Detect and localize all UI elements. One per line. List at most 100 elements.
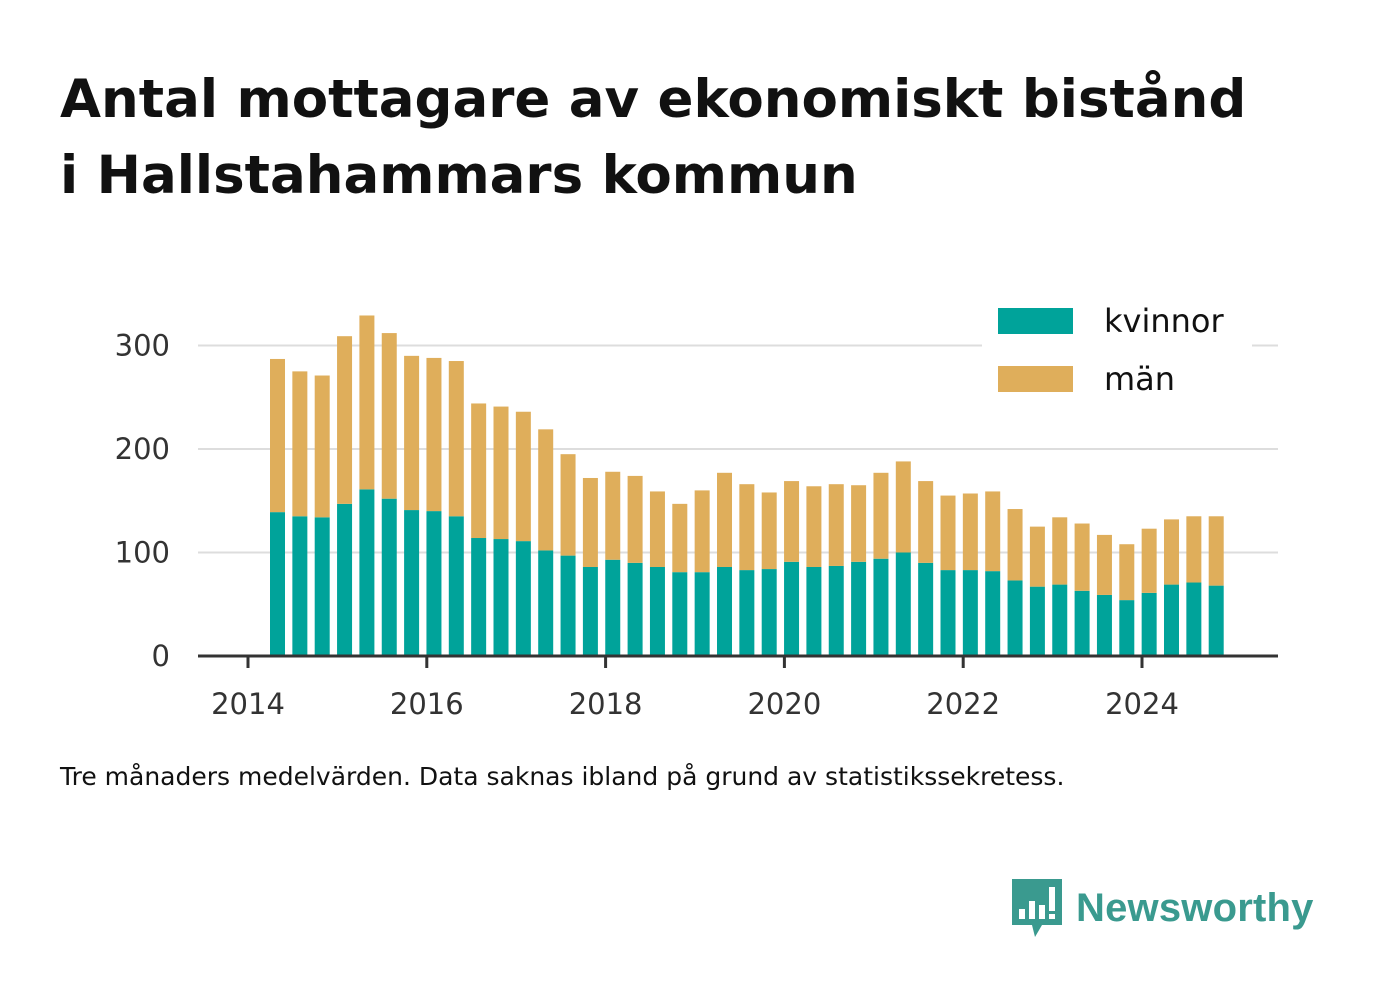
bar-man — [717, 472, 733, 567]
bar-kvinnor — [1119, 600, 1135, 656]
bar-kvinnor — [1007, 580, 1023, 656]
y-tick-label: 100 — [115, 536, 170, 570]
chart-title-line-1: Antal mottagare av ekonomiskt bistånd — [60, 69, 1247, 130]
bar-kvinnor — [761, 569, 777, 656]
bar-man — [694, 490, 710, 573]
bar-kvinnor — [381, 498, 397, 656]
x-tick-label: 2016 — [390, 687, 464, 721]
bar-kvinnor — [806, 566, 822, 656]
bar-man — [739, 484, 755, 571]
bar-kvinnor — [471, 538, 487, 656]
bar-kvinnor — [515, 541, 531, 656]
bar-chart-speech-bubble-icon — [1012, 879, 1062, 937]
bar-man — [560, 454, 576, 556]
x-tick-label: 2020 — [747, 687, 821, 721]
brand-name: Newsworthy — [1076, 885, 1314, 930]
bar-kvinnor — [1096, 594, 1112, 656]
bar-kvinnor — [314, 517, 330, 656]
bar-kvinnor — [1029, 586, 1045, 656]
bars — [270, 315, 1224, 656]
bar-kvinnor — [1052, 584, 1068, 656]
bar-man — [1096, 534, 1112, 595]
bar-man — [493, 406, 509, 540]
x-tick-label: 2018 — [569, 687, 643, 721]
bar-man — [649, 491, 665, 567]
bar-kvinnor — [493, 539, 509, 656]
bar-man — [828, 484, 844, 566]
bar-kvinnor — [426, 511, 442, 656]
bar-man — [873, 472, 889, 559]
bar-man — [784, 481, 800, 562]
y-tick-label: 0 — [152, 639, 170, 673]
y-tick-label: 200 — [115, 432, 170, 466]
bar-man — [1007, 509, 1023, 581]
axes: 0 100 200 300 2014 2016 2018 2020 2022 2024 — [115, 329, 1278, 721]
legend-label: kvinnor — [1104, 302, 1225, 340]
bar-kvinnor — [1141, 592, 1157, 656]
bar-man — [918, 481, 934, 563]
x-tick-label: 2024 — [1105, 687, 1179, 721]
bar-kvinnor — [1074, 590, 1090, 656]
bar-kvinnor — [337, 503, 353, 656]
bar-man — [314, 375, 330, 518]
bar-man — [471, 403, 487, 539]
bar-man — [1074, 523, 1090, 591]
bar-man — [1141, 528, 1157, 593]
bar-man — [381, 333, 397, 499]
bar-kvinnor — [739, 570, 755, 656]
bar-kvinnor — [851, 561, 867, 656]
bar-kvinnor — [828, 565, 844, 656]
legend: kvinnor män — [982, 292, 1252, 406]
bar-man — [582, 477, 598, 567]
chart-title: Antal mottagare av ekonomiskt bistånd i … — [60, 62, 1350, 214]
bar-man — [895, 461, 911, 553]
brand-logo: Newsworthy — [1010, 876, 1314, 940]
x-tick-label: 2022 — [926, 687, 1000, 721]
bar-kvinnor — [359, 489, 375, 656]
bar-kvinnor — [292, 516, 308, 656]
bar-man — [985, 491, 1001, 572]
legend-label: män — [1104, 360, 1175, 398]
legend-swatch — [998, 366, 1073, 392]
bar-kvinnor — [605, 559, 621, 656]
bar-man — [426, 357, 442, 512]
bar-kvinnor — [873, 558, 889, 656]
bar-kvinnor — [538, 550, 554, 656]
bar-man — [1164, 519, 1180, 585]
bar-man — [337, 336, 353, 504]
bar-kvinnor — [1208, 585, 1224, 656]
bar-man — [962, 493, 978, 571]
bar-man — [806, 486, 822, 567]
bar-kvinnor — [404, 510, 420, 656]
bar-man — [515, 411, 531, 542]
bar-kvinnor — [627, 562, 643, 656]
bar-kvinnor — [649, 566, 665, 656]
bar-man — [448, 361, 464, 517]
bar-kvinnor — [672, 572, 688, 656]
bar-man — [404, 355, 420, 511]
bar-man — [761, 492, 777, 570]
bar-kvinnor — [270, 512, 286, 656]
bar-kvinnor — [582, 566, 598, 656]
bar-kvinnor — [1186, 582, 1202, 656]
bar-man — [1208, 516, 1224, 586]
bar-kvinnor — [895, 552, 911, 656]
bar-man — [851, 485, 867, 562]
bar-man — [1029, 526, 1045, 587]
bar-kvinnor — [784, 561, 800, 656]
bar-man — [627, 475, 643, 563]
legend-swatch — [998, 308, 1073, 334]
bar-kvinnor — [940, 570, 956, 656]
bar-kvinnor — [694, 572, 710, 656]
bar-man — [672, 503, 688, 573]
bar-kvinnor — [1164, 584, 1180, 656]
bar-man — [940, 495, 956, 571]
chart-title-line-2: i Hallstahammars kommun — [60, 145, 858, 206]
bar-kvinnor — [918, 562, 934, 656]
bar-man — [1119, 544, 1135, 601]
bar-kvinnor — [985, 571, 1001, 656]
bar-man — [1052, 517, 1068, 585]
y-tick-label: 300 — [115, 329, 170, 363]
bar-kvinnor — [448, 516, 464, 656]
bar-kvinnor — [560, 555, 576, 656]
